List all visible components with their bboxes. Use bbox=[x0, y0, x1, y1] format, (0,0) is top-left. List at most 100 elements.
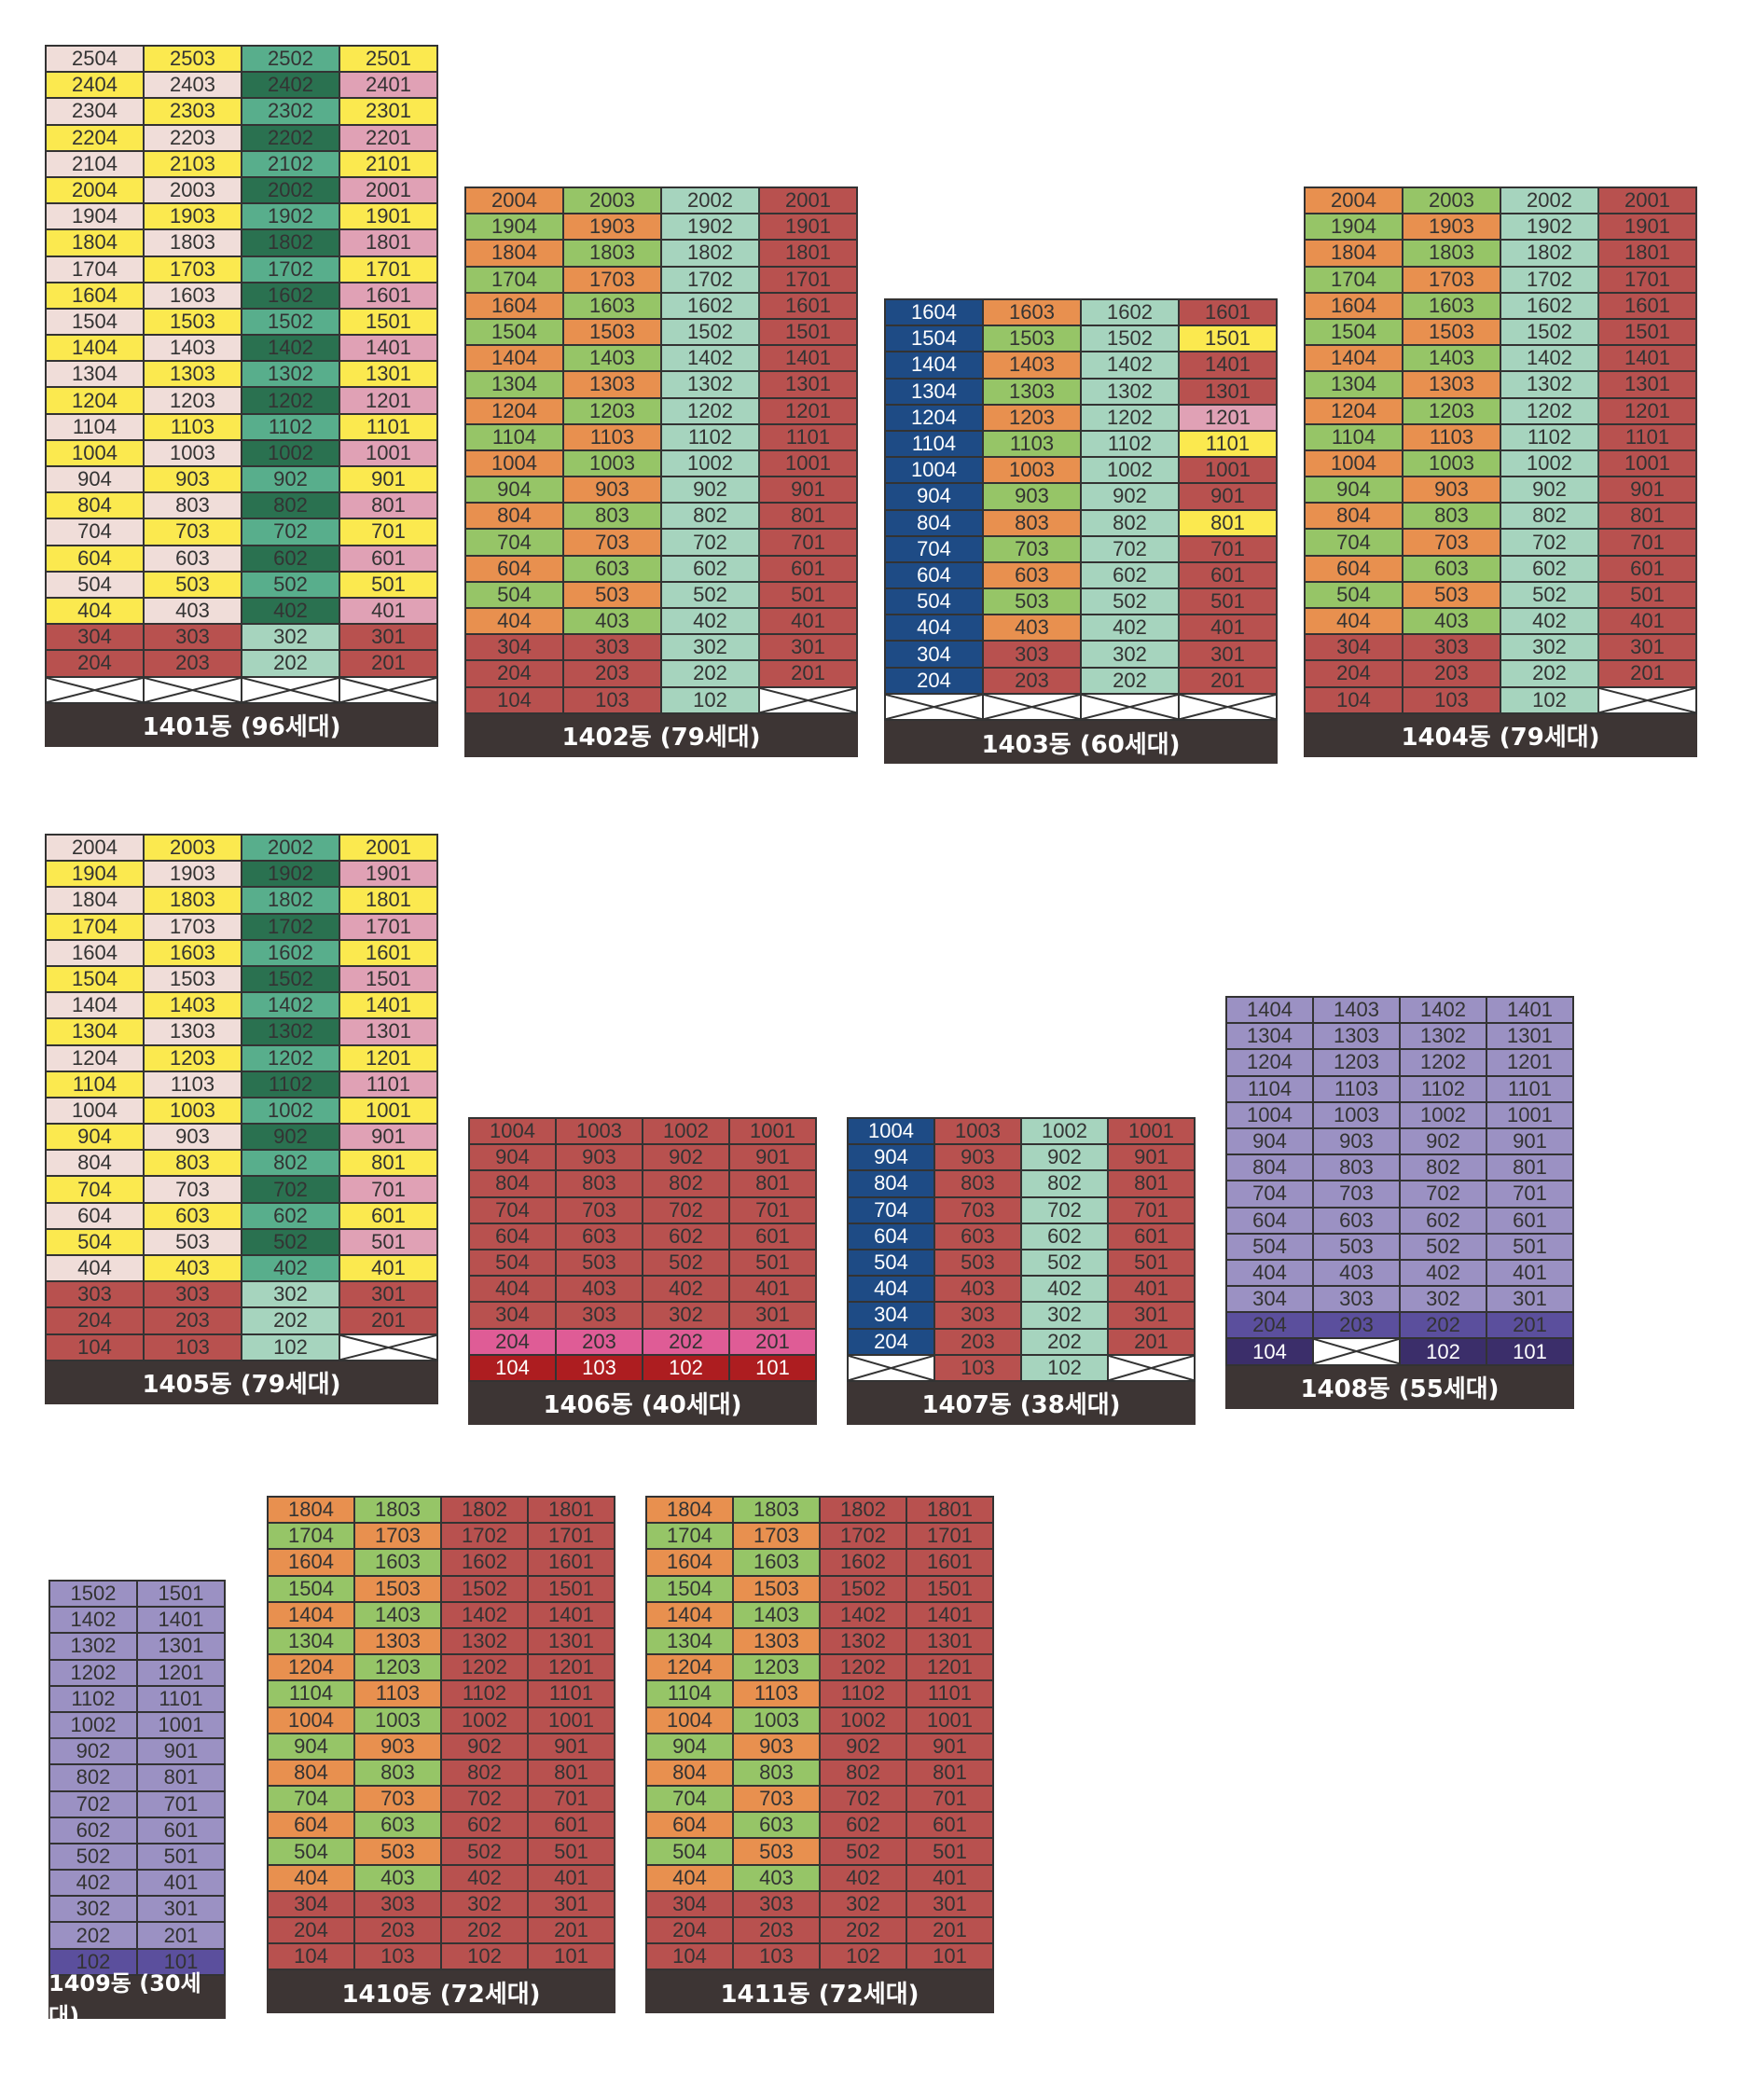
unit-cell: 1504 bbox=[466, 319, 564, 347]
unit-cell: 901 bbox=[529, 1734, 615, 1761]
unit-cell: 901 bbox=[340, 467, 438, 494]
building-label: 1401동 (96세대) bbox=[45, 703, 438, 747]
unit-cell: 904 bbox=[466, 477, 564, 504]
unit-cell: 1503 bbox=[984, 326, 1082, 353]
unit-cell: 1803 bbox=[355, 1498, 442, 1525]
unit-cell: 1304 bbox=[1306, 372, 1403, 399]
unit-cell: 1702 bbox=[821, 1524, 907, 1551]
unit-cell: 602 bbox=[442, 1813, 529, 1840]
unit-cell: 1702 bbox=[662, 267, 760, 294]
unit-cell: 604 bbox=[47, 1203, 145, 1230]
unit-cell: 104 bbox=[269, 1944, 355, 1971]
unit-cell: 802 bbox=[242, 1151, 340, 1178]
building-1407: 1004 1003 1002 1001 904 903 902 901 804 803 802 801… bbox=[847, 1117, 1196, 1425]
unit-cell: 701 bbox=[138, 1791, 226, 1818]
unit-cell: 1103 bbox=[145, 1071, 242, 1098]
unit-cell: 1502 bbox=[1501, 319, 1599, 347]
unit-cell: 1403 bbox=[355, 1602, 442, 1629]
unit-cell: 404 bbox=[470, 1277, 557, 1304]
unit-cell: 501 bbox=[340, 572, 438, 599]
unit-cell: 1604 bbox=[47, 283, 145, 310]
unit-cell: 2403 bbox=[145, 73, 242, 100]
unit-cell: 804 bbox=[269, 1760, 355, 1788]
unit-cell: 502 bbox=[442, 1839, 529, 1866]
unit-cell: 1203 bbox=[984, 405, 1082, 432]
unit-cell: 604 bbox=[1227, 1208, 1314, 1235]
cross-icon bbox=[340, 1335, 436, 1360]
unit-cell: 1303 bbox=[1314, 1024, 1401, 1051]
unit-cell: 501 bbox=[1109, 1250, 1196, 1278]
cross-icon bbox=[760, 688, 856, 712]
unit-cell: 204 bbox=[647, 1918, 734, 1945]
unit-cell: 1203 bbox=[564, 398, 662, 425]
unit-cell: 1103 bbox=[984, 431, 1082, 459]
unit-cell: 1302 bbox=[821, 1628, 907, 1656]
unit-cell: 202 bbox=[442, 1918, 529, 1945]
unit-cell: 1603 bbox=[145, 283, 242, 310]
unit-cell: 1704 bbox=[1306, 267, 1403, 294]
unit-cell: 1502 bbox=[1082, 326, 1180, 353]
unit-cell: 901 bbox=[760, 477, 858, 504]
unit-cell: 1401 bbox=[1487, 998, 1574, 1025]
empty-unit-cell bbox=[47, 677, 145, 704]
unit-cell: 301 bbox=[1599, 635, 1697, 662]
unit-cell: 1902 bbox=[242, 204, 340, 231]
unit-cell: 802 bbox=[1022, 1171, 1109, 1198]
unit-cell: 1002 bbox=[242, 1098, 340, 1126]
unit-cell: 901 bbox=[340, 1125, 438, 1152]
unit-cell: 603 bbox=[984, 562, 1082, 590]
unit-cell: 1104 bbox=[47, 414, 145, 441]
unit-cell: 1204 bbox=[886, 405, 984, 432]
unit-cell: 1303 bbox=[984, 379, 1082, 406]
unit-cell: 1002 bbox=[242, 440, 340, 467]
unit-cell: 504 bbox=[849, 1250, 935, 1278]
unit-cell: 203 bbox=[984, 668, 1082, 695]
unit-cell: 802 bbox=[643, 1171, 730, 1198]
unit-cell: 904 bbox=[647, 1734, 734, 1761]
unit-cell: 701 bbox=[760, 530, 858, 557]
unit-grid: 1502 1501 1402 1401 1302 1301 1202 1201 1102 1101… bbox=[48, 1580, 226, 1976]
unit-cell: 1604 bbox=[466, 293, 564, 320]
unit-cell: 601 bbox=[529, 1813, 615, 1840]
unit-cell: 1304 bbox=[647, 1628, 734, 1656]
unit-cell: 602 bbox=[1022, 1223, 1109, 1250]
unit-cell: 1401 bbox=[138, 1608, 226, 1635]
unit-cell: 102 bbox=[662, 687, 760, 714]
unit-grid: 1004 1003 1002 1001 904 903 902 901 804 803 802 801… bbox=[847, 1117, 1196, 1382]
unit-cell: 904 bbox=[47, 1125, 145, 1152]
unit-cell: 1703 bbox=[355, 1524, 442, 1551]
unit-cell: 1202 bbox=[821, 1655, 907, 1682]
unit-cell: 1803 bbox=[734, 1498, 821, 1525]
unit-cell: 1902 bbox=[662, 214, 760, 242]
unit-cell: 403 bbox=[145, 1256, 242, 1283]
unit-cell: 1401 bbox=[1599, 346, 1697, 373]
unit-cell: 703 bbox=[355, 1787, 442, 1814]
unit-cell: 502 bbox=[662, 582, 760, 609]
unit-cell: 1001 bbox=[1180, 458, 1278, 485]
building-label: 1403동 (60세대) bbox=[884, 721, 1278, 764]
unit-cell: 1101 bbox=[760, 424, 858, 451]
empty-unit-cell bbox=[242, 677, 340, 704]
unit-cell: 1701 bbox=[340, 256, 438, 283]
unit-cell: 502 bbox=[242, 1229, 340, 1256]
unit-cell: 702 bbox=[821, 1787, 907, 1814]
unit-cell: 601 bbox=[1599, 556, 1697, 583]
unit-cell: 701 bbox=[1180, 536, 1278, 563]
unit-cell: 1501 bbox=[760, 319, 858, 347]
unit-cell: 1001 bbox=[138, 1712, 226, 1740]
unit-cell: 301 bbox=[529, 1891, 615, 1918]
unit-cell: 1403 bbox=[1314, 998, 1401, 1025]
unit-cell: 503 bbox=[564, 582, 662, 609]
unit-cell: 1601 bbox=[1180, 300, 1278, 327]
unit-cell: 1501 bbox=[1599, 319, 1697, 347]
unit-cell: 901 bbox=[907, 1734, 994, 1761]
unit-cell: 802 bbox=[442, 1760, 529, 1788]
unit-cell: 902 bbox=[1401, 1128, 1487, 1156]
unit-cell: 302 bbox=[50, 1897, 138, 1924]
unit-cell: 1603 bbox=[734, 1550, 821, 1577]
unit-cell: 304 bbox=[1227, 1287, 1314, 1314]
unit-cell: 802 bbox=[242, 493, 340, 520]
unit-cell: 502 bbox=[1022, 1250, 1109, 1278]
unit-cell: 1401 bbox=[340, 336, 438, 363]
unit-cell: 1404 bbox=[886, 352, 984, 380]
